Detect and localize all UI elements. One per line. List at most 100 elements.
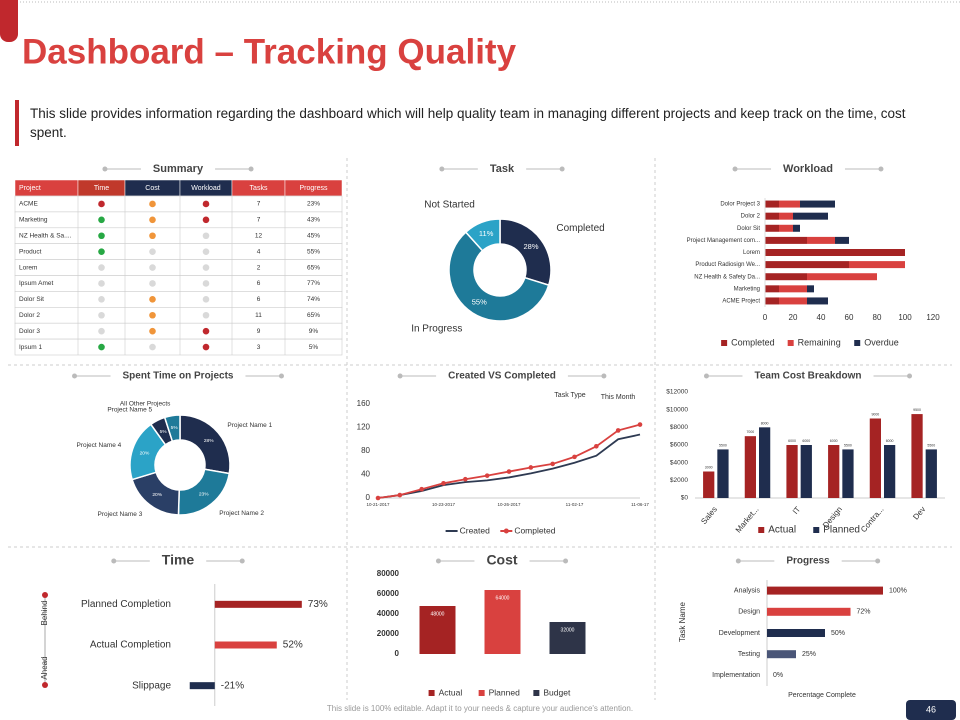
status-dot xyxy=(149,248,156,255)
slice-value: 20% xyxy=(152,492,162,498)
legend-label: Planned xyxy=(823,525,860,536)
row xyxy=(14,259,343,276)
row xyxy=(14,291,343,308)
y-tick-label: 40 xyxy=(361,470,370,479)
title-dot xyxy=(907,373,913,379)
bar-segment xyxy=(765,285,779,293)
status-dot xyxy=(202,264,210,271)
bar-segment xyxy=(793,212,828,220)
value-label: 32000 xyxy=(561,627,575,633)
title-dot xyxy=(559,166,565,172)
marker xyxy=(637,422,643,427)
y-tick-label: 40000 xyxy=(377,609,400,618)
bar-segment xyxy=(779,224,793,232)
bar-segment xyxy=(765,200,779,208)
cell-text: 2 xyxy=(257,264,261,271)
value-label: 5500 xyxy=(927,443,935,447)
donut-slice xyxy=(163,414,181,443)
cell-text: Dolor 3 xyxy=(19,328,40,335)
status-dot xyxy=(98,343,105,351)
row xyxy=(14,275,343,292)
bar-segment xyxy=(807,236,835,244)
value-label: 0% xyxy=(773,672,783,679)
header-text: Workload xyxy=(191,185,221,192)
status-dot xyxy=(149,280,156,287)
value-label: 5500 xyxy=(719,443,727,447)
legend-swatch xyxy=(854,340,861,346)
x-tick-label: 120 xyxy=(926,313,940,322)
bar-segment xyxy=(807,297,828,305)
slice-label: All Other Projects xyxy=(120,400,171,407)
cell-text: 77% xyxy=(307,280,320,287)
bar-segment xyxy=(765,273,807,281)
bar xyxy=(911,414,923,498)
marker xyxy=(375,495,381,501)
bar xyxy=(744,436,756,498)
legend-label: Created xyxy=(460,525,491,535)
y-tick-label: Product Radiosign We... xyxy=(695,262,760,268)
y-tick-label: 120 xyxy=(357,423,371,432)
y-tick-label: $2000 xyxy=(670,477,688,484)
value-label: 100% xyxy=(889,587,907,594)
row xyxy=(14,195,343,213)
cell-text: Ipsum 1 xyxy=(19,344,43,351)
legend-swatch xyxy=(478,690,485,696)
cell-text: 6 xyxy=(257,296,261,303)
bar xyxy=(189,682,215,690)
bar-segment xyxy=(779,297,807,305)
category-label: Analysis xyxy=(734,587,761,594)
bar xyxy=(767,629,825,637)
bar-segment xyxy=(835,236,849,244)
legend-swatch xyxy=(813,527,820,533)
cell-text: 9 xyxy=(257,328,261,335)
value-label: 3000 xyxy=(705,465,713,469)
separators xyxy=(8,158,952,700)
side-dot xyxy=(42,682,48,688)
legend-swatch xyxy=(787,340,794,346)
bar-segment xyxy=(800,200,835,208)
status-dot xyxy=(202,248,210,255)
marker xyxy=(550,461,555,467)
bar xyxy=(884,445,896,498)
title-dot xyxy=(601,373,607,379)
side-label: Behind xyxy=(40,601,49,626)
marker xyxy=(572,454,577,460)
title-dot xyxy=(563,558,569,564)
bar-segment xyxy=(765,212,779,220)
cell-text: Ipsum Amet xyxy=(19,280,54,287)
panel-title: Workload xyxy=(783,163,833,175)
slice-value: 28% xyxy=(204,438,214,444)
header-text: Cost xyxy=(145,185,159,192)
legend-label: Completed xyxy=(731,337,775,347)
y-tick-label: Dolor Project 3 xyxy=(720,202,760,208)
status-dot xyxy=(149,264,156,271)
title-dot xyxy=(72,373,78,379)
status-dot xyxy=(202,296,210,303)
x-tick-label: 11-06-17 xyxy=(631,502,649,507)
cell-text: ACME xyxy=(19,201,38,208)
value-label: 6000 xyxy=(788,439,796,443)
y-tick-label: $6000 xyxy=(670,442,688,449)
x-tick-label: 80 xyxy=(873,313,882,322)
legend-label: Planned xyxy=(489,687,520,697)
row xyxy=(14,306,343,324)
bar xyxy=(767,650,796,659)
slice-value: 55% xyxy=(472,297,487,306)
legend-label: Overdue xyxy=(864,337,899,347)
cell-text: 7 xyxy=(257,217,261,224)
cell-text: Marketing xyxy=(19,217,48,224)
header-text: Tasks xyxy=(250,185,268,192)
bar xyxy=(828,445,840,498)
bar-segment xyxy=(765,224,779,232)
title-dot xyxy=(878,166,884,172)
bar xyxy=(703,471,715,498)
bar xyxy=(214,600,302,608)
value-label: -21% xyxy=(221,680,244,691)
bar-segment xyxy=(807,273,877,281)
cell-text: 74% xyxy=(307,296,320,303)
status-dot xyxy=(202,200,210,208)
category-label: Implementation xyxy=(712,672,760,679)
slice-label: In Progress xyxy=(411,324,462,335)
y-tick-label: $4000 xyxy=(670,459,688,466)
cell-text: 3 xyxy=(257,344,261,351)
